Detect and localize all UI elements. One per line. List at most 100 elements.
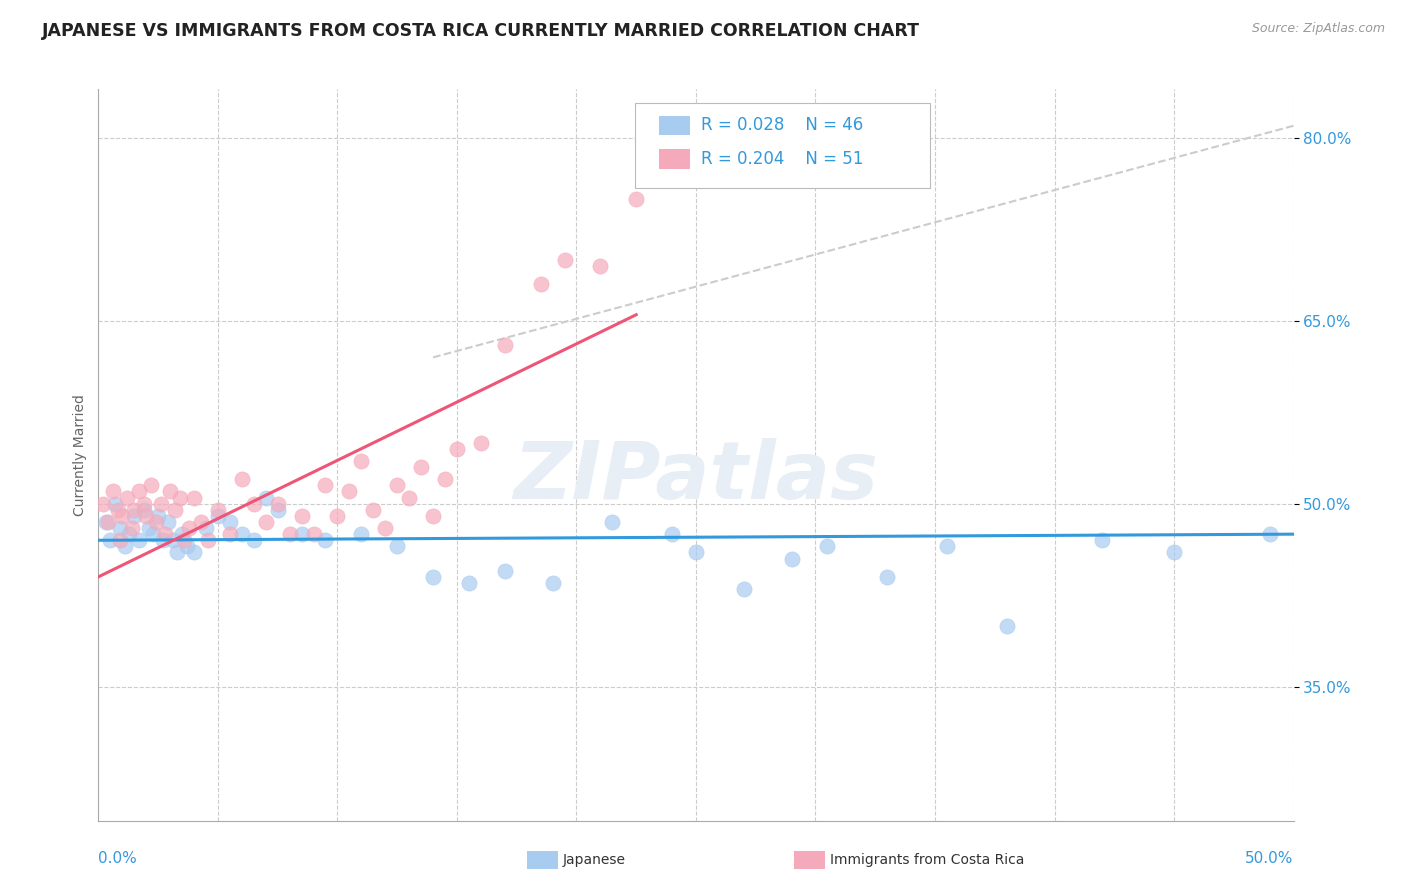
Point <box>817 539 839 553</box>
Point <box>124 508 146 523</box>
Point <box>183 545 205 559</box>
Point <box>132 503 155 517</box>
Point <box>422 508 444 523</box>
Point <box>169 491 191 505</box>
Point <box>458 576 481 591</box>
Point <box>104 497 127 511</box>
Point <box>385 478 409 492</box>
Point <box>661 527 683 541</box>
Point <box>291 527 314 541</box>
Point <box>470 435 492 450</box>
Point <box>190 515 212 529</box>
Point <box>422 570 444 584</box>
Point <box>876 570 898 584</box>
Point <box>446 442 468 456</box>
Point <box>142 527 165 541</box>
Point <box>374 521 396 535</box>
Point <box>172 527 194 541</box>
Point <box>138 521 160 535</box>
Point <box>166 545 188 559</box>
Text: JAPANESE VS IMMIGRANTS FROM COSTA RICA CURRENTLY MARRIED CORRELATION CHART: JAPANESE VS IMMIGRANTS FROM COSTA RICA C… <box>42 22 920 40</box>
Point <box>315 533 337 548</box>
Text: ZIPatlas: ZIPatlas <box>513 438 879 516</box>
Point <box>121 521 143 535</box>
Point <box>219 515 242 529</box>
Point <box>108 533 131 548</box>
Point <box>159 484 181 499</box>
Point <box>733 582 755 596</box>
Point <box>219 527 242 541</box>
Point <box>339 484 361 499</box>
Point <box>385 539 409 553</box>
Point <box>114 539 136 553</box>
Point <box>231 472 253 486</box>
Point <box>124 503 146 517</box>
Point <box>494 564 516 578</box>
Point <box>363 503 385 517</box>
Point <box>111 508 134 523</box>
Point <box>494 338 516 352</box>
Point <box>1258 527 1281 541</box>
Point <box>411 460 433 475</box>
Point <box>207 503 229 517</box>
Point <box>195 521 218 535</box>
Point <box>98 533 122 548</box>
Point <box>108 521 131 535</box>
Point <box>554 252 576 267</box>
Point <box>132 497 155 511</box>
Text: Source: ZipAtlas.com: Source: ZipAtlas.com <box>1251 22 1385 36</box>
Point <box>243 497 266 511</box>
Point <box>197 533 219 548</box>
Point <box>135 508 157 523</box>
Point <box>1163 545 1185 559</box>
Point <box>254 515 277 529</box>
Point <box>115 491 138 505</box>
Point <box>589 259 612 273</box>
Point <box>91 497 114 511</box>
Point <box>602 515 624 529</box>
Point <box>626 192 648 206</box>
Point <box>183 491 205 505</box>
Point <box>101 484 124 499</box>
Point <box>152 533 174 548</box>
Text: Japanese: Japanese <box>562 853 626 867</box>
Point <box>94 515 117 529</box>
Point <box>163 503 186 517</box>
Point <box>541 576 564 591</box>
Point <box>118 527 141 541</box>
Point <box>128 484 150 499</box>
Point <box>156 515 179 529</box>
Point <box>149 497 172 511</box>
Point <box>530 277 553 292</box>
Point <box>243 533 266 548</box>
Point <box>278 527 301 541</box>
Point <box>148 508 170 523</box>
Point <box>145 515 167 529</box>
Y-axis label: Currently Married: Currently Married <box>73 394 87 516</box>
Point <box>1091 533 1114 548</box>
Point <box>434 472 457 486</box>
Point <box>995 618 1018 632</box>
Point <box>155 527 177 541</box>
Point <box>685 545 707 559</box>
Point <box>176 539 198 553</box>
Text: 0.0%: 0.0% <box>98 851 138 865</box>
Text: 50.0%: 50.0% <box>1246 851 1294 865</box>
Point <box>207 508 229 523</box>
Point <box>780 551 803 566</box>
Point <box>254 491 277 505</box>
Point <box>350 527 373 541</box>
Point <box>267 503 290 517</box>
Text: R = 0.204    N = 51: R = 0.204 N = 51 <box>702 150 863 169</box>
Point <box>139 478 162 492</box>
Point <box>302 527 325 541</box>
Point <box>315 478 337 492</box>
Point <box>326 508 349 523</box>
Point <box>231 527 253 541</box>
Point <box>97 515 120 529</box>
Text: R = 0.028    N = 46: R = 0.028 N = 46 <box>702 116 863 135</box>
Point <box>107 503 129 517</box>
Point <box>936 539 959 553</box>
Point <box>267 497 290 511</box>
Point <box>128 533 150 548</box>
